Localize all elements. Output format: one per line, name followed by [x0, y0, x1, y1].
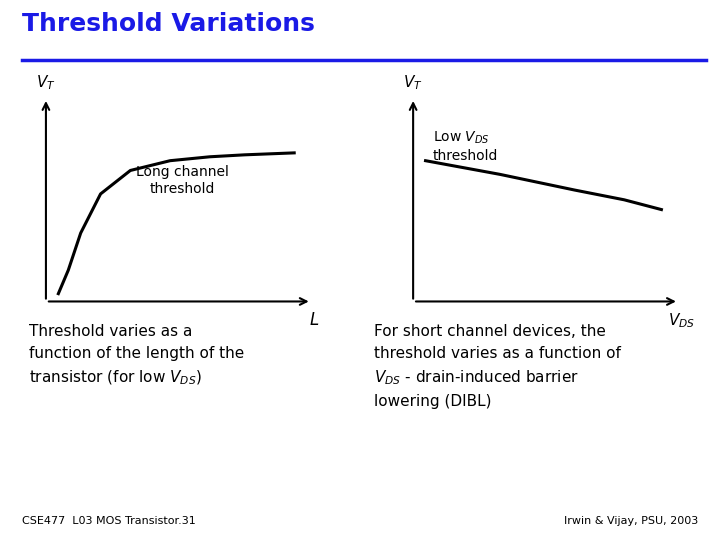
Text: $V_T$: $V_T$ — [403, 73, 423, 92]
Text: Threshold varies as a
function of the length of the
transistor (for low $V_{DS}$: Threshold varies as a function of the le… — [29, 324, 244, 387]
Text: CSE477  L03 MOS Transistor.31: CSE477 L03 MOS Transistor.31 — [22, 516, 195, 526]
Text: Long channel
threshold: Long channel threshold — [136, 165, 229, 196]
Text: Low $V_{DS}$
threshold: Low $V_{DS}$ threshold — [433, 130, 498, 163]
Text: Threshold Variations: Threshold Variations — [22, 12, 315, 36]
Text: $L$: $L$ — [309, 311, 319, 329]
Text: For short channel devices, the
threshold varies as a function of
$V_{DS}$ - drai: For short channel devices, the threshold… — [374, 324, 621, 409]
Text: $V_{DS}$: $V_{DS}$ — [667, 311, 695, 330]
Text: Irwin & Vijay, PSU, 2003: Irwin & Vijay, PSU, 2003 — [564, 516, 698, 526]
Text: $V_T$: $V_T$ — [36, 73, 55, 92]
